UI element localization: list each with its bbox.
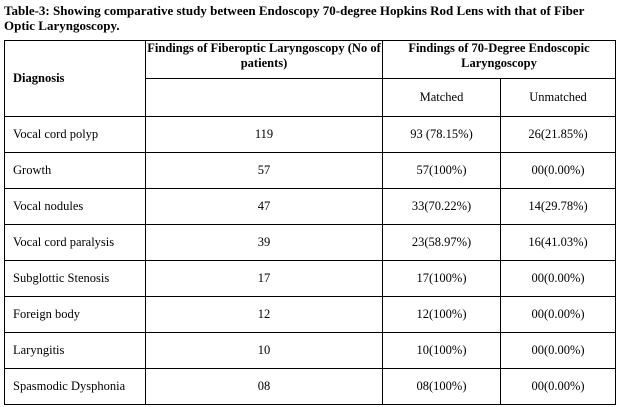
header-endoscopic: Findings of 70-Degree Endoscopic Laryngo… — [381, 40, 617, 79]
diagnosis-cell: Foreign body — [4, 296, 146, 333]
table-row: Vocal cord polyp 119 93 (78.15%) 26(21.8… — [4, 116, 617, 153]
diagnosis-cell: Vocal nodules — [4, 188, 146, 225]
diagnosis-cell: Vocal cord paralysis — [4, 224, 146, 261]
unmatched-cell: 14(29.78%) — [499, 188, 617, 225]
diagnosis-cell: Laryngitis — [4, 332, 146, 369]
unmatched-cell: 26(21.85%) — [499, 116, 617, 153]
matched-cell: 08(100%) — [382, 368, 501, 405]
diagnosis-cell: Subglottic Stenosis — [4, 260, 146, 297]
matched-cell: 10(100%) — [382, 332, 501, 369]
comparison-table: Diagnosis Findings of Fiberoptic Laryngo… — [4, 40, 617, 405]
table-row: Growth 57 57(100%) 00(0.00%) — [4, 152, 617, 189]
unmatched-cell: 00(0.00%) — [499, 368, 617, 405]
fiberoptic-cell: 57 — [145, 152, 383, 189]
subheader-unmatched: Unmatched — [499, 78, 617, 117]
fiberoptic-cell: 12 — [145, 296, 383, 333]
diagnosis-cell: Growth — [4, 152, 146, 189]
header-diagnosis: Diagnosis — [4, 40, 146, 117]
table-row: Vocal cord paralysis 39 23(58.97%) 16(41… — [4, 224, 617, 261]
unmatched-cell: 00(0.00%) — [499, 152, 617, 189]
unmatched-cell: 00(0.00%) — [499, 332, 617, 369]
matched-cell: 17(100%) — [382, 260, 501, 297]
fiberoptic-cell: 10 — [145, 332, 383, 369]
unmatched-cell: 00(0.00%) — [499, 296, 617, 333]
fiberoptic-cell: 39 — [145, 224, 383, 261]
subheader-empty — [145, 78, 383, 117]
unmatched-cell: 00(0.00%) — [499, 260, 617, 297]
diagnosis-cell: Spasmodic Dysphonia — [4, 368, 146, 405]
table-row: Spasmodic Dysphonia 08 08(100%) 00(0.00%… — [4, 368, 617, 405]
table-caption: Table-3: Showing comparative study betwe… — [4, 3, 585, 33]
table-row: Foreign body 12 12(100%) 00(0.00%) — [4, 296, 617, 333]
matched-cell: 12(100%) — [382, 296, 501, 333]
subheader-matched: Matched — [382, 78, 501, 117]
header-fiberoptic: Findings of Fiberoptic Laryngoscopy (No … — [145, 40, 383, 79]
matched-cell: 93 (78.15%) — [382, 116, 501, 153]
matched-cell: 33(70.22%) — [382, 188, 501, 225]
unmatched-cell: 16(41.03%) — [499, 224, 617, 261]
table-row: Subglottic Stenosis 17 17(100%) 00(0.00%… — [4, 260, 617, 297]
matched-cell: 57(100%) — [382, 152, 501, 189]
fiberoptic-cell: 119 — [145, 116, 383, 153]
table-row: Laryngitis 10 10(100%) 00(0.00%) — [4, 332, 617, 369]
diagnosis-cell: Vocal cord polyp — [4, 116, 146, 153]
fiberoptic-cell: 47 — [145, 188, 383, 225]
header-row: Diagnosis Findings of Fiberoptic Laryngo… — [4, 40, 617, 117]
matched-cell: 23(58.97%) — [382, 224, 501, 261]
fiberoptic-cell: 08 — [145, 368, 383, 405]
fiberoptic-cell: 17 — [145, 260, 383, 297]
table-row: Vocal nodules 47 33(70.22%) 14(29.78%) — [4, 188, 617, 225]
